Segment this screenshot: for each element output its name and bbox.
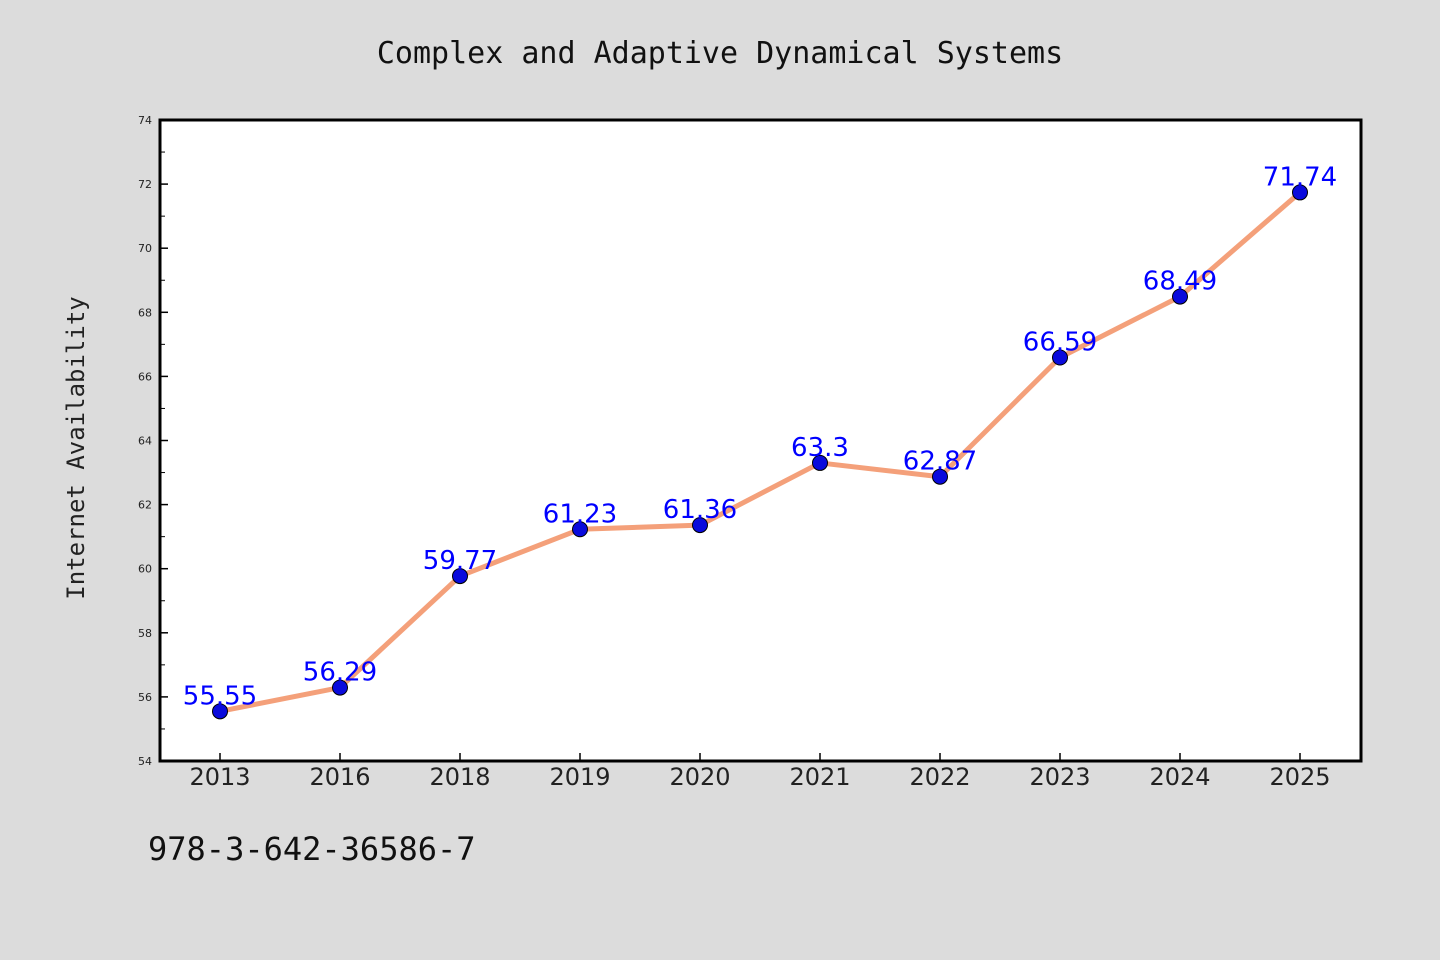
data-point (812, 454, 828, 471)
x-tick-label: 2019 (549, 763, 610, 791)
series-line (217, 189, 1303, 714)
data-label: 63.3 (791, 433, 849, 463)
data-label: 61.36 (663, 495, 737, 525)
plot-area (158, 118, 1363, 763)
y-tick-label: 72 (138, 178, 152, 191)
y-tick-label: 70 (138, 242, 152, 255)
x-tick-label: 2013 (189, 763, 250, 791)
y-tick-label: 66 (138, 370, 152, 383)
chart-title: Complex and Adaptive Dynamical Systems (377, 36, 1063, 71)
data-label: 71.74 (1263, 162, 1337, 192)
y-axis-label: Internet Availability (62, 296, 90, 599)
x-tick-label: 2022 (909, 763, 970, 791)
y-tick-label: 58 (138, 627, 152, 640)
data-label: 55.55 (183, 681, 257, 711)
data-labels-group: 55.55 56.29 59.77 61.23 61.36 63.3 62.87 66.59 6… (183, 162, 1337, 711)
data-point (1172, 288, 1188, 305)
data-point (332, 679, 348, 696)
data-label: 66.59 (1023, 327, 1097, 357)
data-point (1052, 349, 1068, 366)
y-tick-label: 64 (138, 435, 152, 448)
data-label: 62.87 (903, 447, 977, 477)
y-tick-label: 60 (138, 563, 152, 576)
data-point (572, 521, 588, 538)
y-tick-label: 56 (138, 691, 152, 704)
y-tick-label: 68 (138, 306, 152, 319)
x-tick-label: 2021 (789, 763, 850, 791)
y-tick-label: 54 (138, 755, 152, 768)
isbn-footer: 978-3-642-36586-7 (148, 830, 476, 868)
x-tick-label: 2016 (309, 763, 370, 791)
data-label: 56.29 (303, 658, 377, 688)
data-point (932, 468, 948, 485)
data-point (452, 568, 468, 585)
data-point (1292, 184, 1308, 201)
y-tick-label: 74 (138, 114, 152, 127)
x-tick-label: 2023 (1029, 763, 1090, 791)
x-tick-label: 2024 (1149, 763, 1210, 791)
data-label: 61.23 (543, 499, 617, 529)
x-tick-label: 2018 (429, 763, 490, 791)
x-tick-label: 2020 (669, 763, 730, 791)
x-axis: 2013 2016 2018 2019 2020 2021 2022 2023 2024 2025 (189, 753, 1331, 791)
data-point (212, 703, 228, 720)
y-tick-label: 62 (138, 499, 152, 512)
data-label: 59.77 (423, 546, 497, 576)
data-label: 68.49 (1143, 267, 1217, 297)
x-tick-label: 2025 (1269, 763, 1330, 791)
data-point (692, 517, 708, 534)
series-group (212, 184, 1308, 720)
y-axis: 54 56 58 60 62 64 66 68 70 72 74 (138, 114, 168, 768)
